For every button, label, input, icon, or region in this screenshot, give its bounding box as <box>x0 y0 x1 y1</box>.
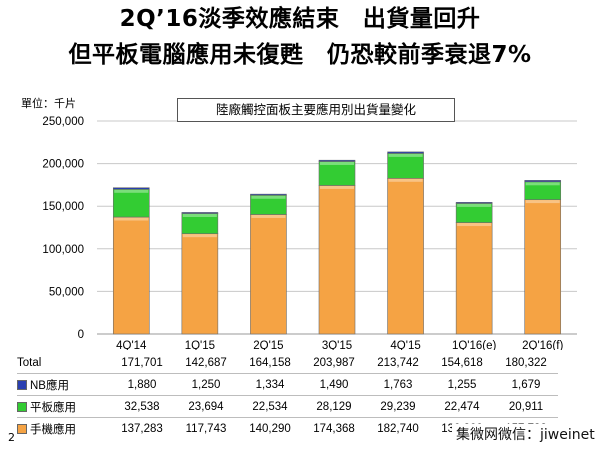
bar-highlight <box>320 185 354 189</box>
nb-cell: 1,679 <box>494 373 558 396</box>
bar-highlight <box>182 213 217 217</box>
total-cell: 154,618 <box>441 356 483 369</box>
nb-row: NB應用 1,880 1,250 1,334 1,490 1,763 1,255… <box>17 373 558 396</box>
phone-bar-segment <box>112 216 150 335</box>
phone-cell: 174,368 <box>302 417 366 439</box>
nb-cell: 1,250 <box>174 373 238 396</box>
unit-label: 單位：千片 <box>21 97 76 110</box>
x-category-label: 4Q'14 <box>116 340 147 350</box>
nb-legend-key <box>17 380 27 391</box>
x-category-label: 2Q'15 <box>253 340 283 350</box>
x-category-label: 1Q'15 <box>185 340 215 350</box>
total-row-label: Total <box>17 356 42 369</box>
bar-highlight <box>182 234 217 238</box>
tablet-bar-segment <box>387 153 424 179</box>
bar-highlight <box>525 182 560 186</box>
nb-cell: 1,880 <box>110 373 174 396</box>
data-table: Total 171,701 142,687 164,158 203,987 21… <box>17 352 558 439</box>
phone-bar-segment <box>250 214 287 335</box>
bar-highlight <box>251 195 286 199</box>
y-tick-label: 100,000 <box>42 244 84 256</box>
nb-row-label: NB應用 <box>17 373 110 396</box>
phone-cell: 140,290 <box>238 417 302 439</box>
page-number: 2 <box>8 431 15 444</box>
phone-bar-segment <box>455 222 493 335</box>
nb-bar-segment <box>524 180 562 183</box>
phone-bar-segment <box>181 233 219 335</box>
tablet-row: 平板應用 32,538 23,694 22,534 28,129 29,239 … <box>17 395 558 418</box>
y-tick-label: 0 <box>78 329 84 341</box>
total-row: Total 171,701 142,687 164,158 203,987 21… <box>17 352 558 374</box>
phone-series-name: 手機應用 <box>30 423 76 436</box>
tablet-cell: 28,129 <box>302 395 366 418</box>
x-category-label: 3Q'15 <box>322 340 352 350</box>
tablet-cell: 20,911 <box>494 395 558 418</box>
total-cell: 164,158 <box>249 356 291 369</box>
total-cell: 142,687 <box>185 356 227 369</box>
bar-highlight <box>457 203 492 207</box>
stacked-bar-chart: 0 50,000 100,000 150,000 200,000 250,000 4Q'14… <box>42 116 577 350</box>
nb-bar-segment <box>250 193 287 196</box>
total-cell: 180,322 <box>505 356 547 369</box>
tablet-legend-key <box>17 402 27 413</box>
y-tick-label: 250,000 <box>42 116 84 128</box>
phone-bar-segment <box>318 185 356 335</box>
tablet-cell: 23,694 <box>174 395 238 418</box>
y-tick-label: 50,000 <box>49 286 84 298</box>
bar-highlight <box>114 217 149 221</box>
total-cell: 171,701 <box>121 356 163 369</box>
bar-highlight <box>114 189 149 193</box>
watermark: 集微网微信：jiweinet <box>452 424 599 444</box>
nb-bar-segment <box>181 212 219 214</box>
tablet-cell: 22,474 <box>430 395 494 418</box>
tablet-bar-segment <box>112 189 150 218</box>
y-tick-label: 150,000 <box>42 201 84 213</box>
tablet-cell: 29,239 <box>366 395 430 418</box>
total-cell: 203,987 <box>313 356 355 369</box>
tablet-cell: 32,538 <box>110 395 174 418</box>
nb-cell: 1,490 <box>302 373 366 396</box>
nb-bar-segment <box>455 202 493 204</box>
bar-highlight <box>457 223 492 227</box>
nb-series-name: NB應用 <box>30 379 69 392</box>
bar-highlight <box>525 200 560 204</box>
nb-cell: 1,334 <box>238 373 302 396</box>
bar-highlight <box>388 153 423 157</box>
x-category-label: 4Q'15 <box>390 340 420 350</box>
nb-bar-segment <box>112 187 150 190</box>
bar-highlight <box>388 178 423 182</box>
total-cell: 213,742 <box>377 356 419 369</box>
tablet-bar-segment <box>318 161 356 186</box>
phone-legend-key <box>17 424 27 435</box>
y-tick-label: 200,000 <box>42 159 84 171</box>
phone-bar-segment <box>524 199 562 335</box>
bar-highlight <box>251 214 286 218</box>
tablet-row-label: 平板應用 <box>17 395 110 418</box>
nb-cell: 1,255 <box>430 373 494 396</box>
tablet-cell: 22,534 <box>238 395 302 418</box>
x-category-label: 1Q'16(e) <box>452 340 497 350</box>
phone-cell: 182,740 <box>366 417 430 439</box>
nb-bar-segment <box>387 151 424 154</box>
nb-bar-segment <box>318 159 356 162</box>
tablet-series-name: 平板應用 <box>30 401 76 414</box>
nb-cell: 1,763 <box>366 373 430 396</box>
chart-title: 陸廠觸控面板主要應用別出貨量變化 <box>177 98 455 122</box>
phone-cell: 117,743 <box>174 417 238 439</box>
phone-row-label: 手機應用 <box>17 417 110 439</box>
phone-cell: 137,283 <box>110 417 174 439</box>
slide-title-line-1: 2Q’16淡季效應結束 出貨量回升 <box>119 6 481 32</box>
phone-bar-segment <box>387 178 424 335</box>
bar-highlight <box>320 161 354 165</box>
slide-title-line-2: 但平板電腦應用未復甦 仍恐較前季衰退7% <box>68 42 532 68</box>
x-category-label: 2Q'16(f) <box>522 340 563 350</box>
